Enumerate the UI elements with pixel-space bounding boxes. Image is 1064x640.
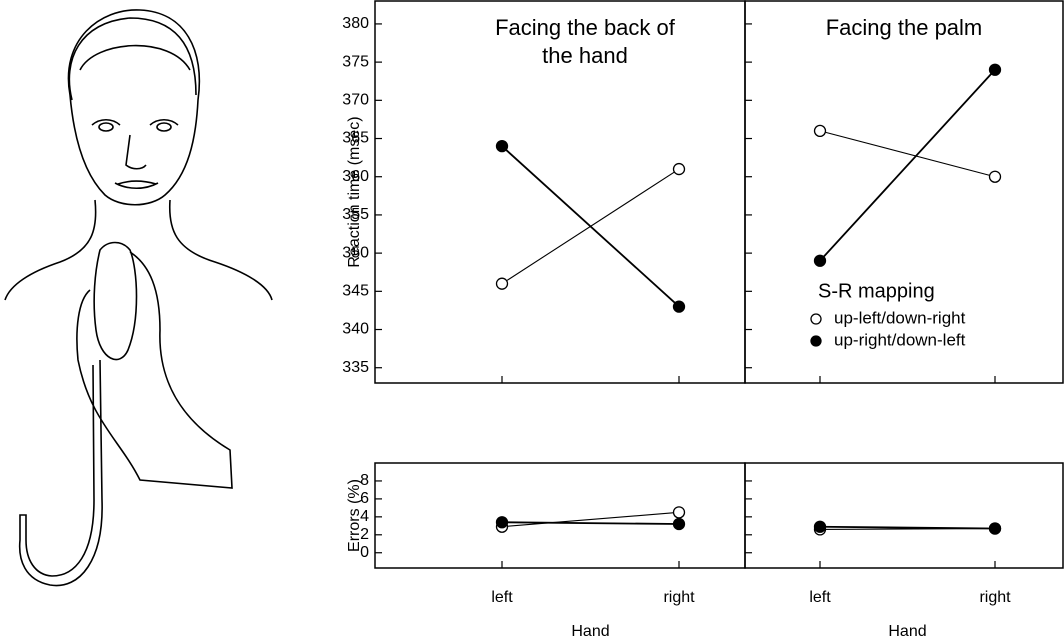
series-line — [819, 525, 996, 530]
y-tick-label: 360 — [342, 168, 369, 185]
point — [672, 162, 686, 176]
frame — [744, 0, 1064, 384]
point — [988, 170, 1002, 183]
y-tick-label: 6 — [360, 490, 369, 507]
x-tick-label: left — [809, 589, 831, 606]
y-tick-label: 4 — [360, 508, 369, 525]
y-tick-label: 8 — [360, 472, 369, 489]
series-line — [501, 511, 680, 528]
y-tick-label: 370 — [342, 92, 369, 109]
panel-title: Facing the palm — [825, 15, 983, 40]
y-tick-label: 2 — [360, 526, 369, 543]
point — [813, 254, 827, 267]
y-tick-label: 365 — [342, 130, 369, 147]
point — [813, 520, 827, 533]
series-line — [501, 521, 680, 525]
legend-label: up-left/down-right — [834, 308, 966, 327]
y-axis-label: Reaction time (msec) — [346, 116, 363, 267]
y-tick-label: 380 — [342, 15, 369, 32]
series-line — [819, 130, 996, 178]
point — [495, 140, 509, 153]
y-tick-label: 350 — [342, 244, 369, 261]
point — [988, 522, 1002, 535]
y-axis-label: Errors (%) — [346, 479, 363, 552]
series-line — [501, 145, 680, 308]
point — [495, 516, 509, 529]
y-tick-label: 355 — [342, 206, 369, 223]
panel-title: Facing the back of the hand — [495, 15, 675, 68]
point — [813, 124, 827, 138]
x-axis-label: Hand — [888, 623, 926, 640]
point — [672, 300, 686, 313]
frame — [744, 462, 1064, 569]
y-tick-label: 0 — [360, 544, 369, 561]
x-tick-label: left — [491, 589, 513, 606]
legend-marker — [810, 313, 822, 325]
legend-marker — [810, 335, 822, 347]
frame — [374, 462, 746, 569]
point — [988, 63, 1002, 76]
point — [672, 506, 686, 519]
y-tick-label: 340 — [342, 321, 369, 338]
y-tick-label: 335 — [342, 359, 369, 376]
legend-title: S-R mapping — [818, 280, 935, 302]
legend-label: up-right/down-left — [834, 330, 966, 349]
y-tick-label: 345 — [342, 283, 369, 300]
x-tick-label: right — [663, 589, 695, 606]
x-tick-label: right — [979, 589, 1011, 606]
y-tick-label: 375 — [342, 53, 369, 70]
point — [495, 277, 509, 290]
series-line — [819, 69, 996, 262]
illustration — [4, 9, 273, 587]
point — [672, 517, 686, 531]
x-axis-label: Hand — [571, 623, 609, 640]
